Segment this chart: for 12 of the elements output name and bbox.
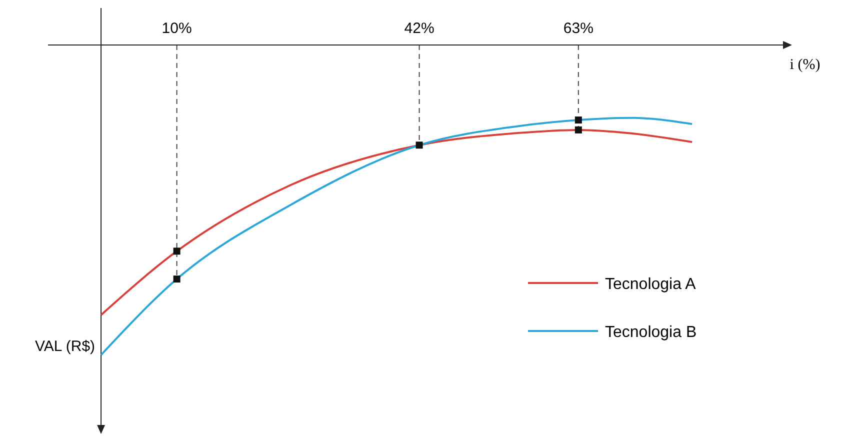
point bbox=[574, 126, 582, 134]
x-tick-label: 10% bbox=[162, 20, 192, 37]
point bbox=[173, 276, 180, 283]
point bbox=[416, 142, 423, 149]
legend-label: Tecnologia A bbox=[605, 276, 696, 293]
point bbox=[173, 248, 180, 255]
x-tick-label: 63% bbox=[563, 20, 594, 37]
y-axis-title: VAL (R$) bbox=[35, 338, 96, 355]
x-tick-label: 42% bbox=[404, 20, 434, 37]
x-axis-title: i (%) bbox=[790, 57, 820, 73]
point bbox=[574, 116, 582, 124]
legend-label: Tecnologia B bbox=[605, 324, 697, 341]
